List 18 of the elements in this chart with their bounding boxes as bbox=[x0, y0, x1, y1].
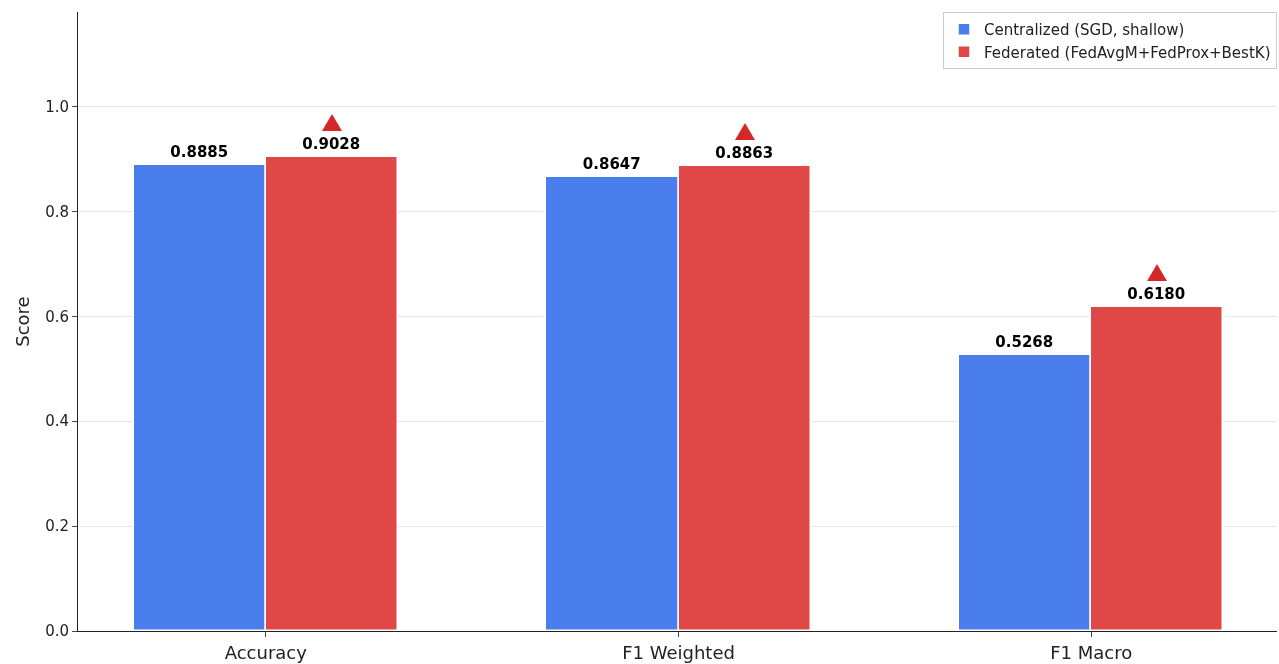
x-tick-label: F1 Macro bbox=[1050, 641, 1133, 663]
y-tick-label: 0.6 bbox=[45, 307, 69, 326]
data-label: 0.9028 bbox=[302, 135, 361, 154]
legend-label: Centralized (SGD, shallow) bbox=[984, 21, 1185, 40]
data-label: 0.5268 bbox=[995, 333, 1054, 352]
y-tick-label: 0.8 bbox=[45, 202, 69, 221]
y-tick-label: 0.4 bbox=[45, 412, 69, 431]
y-tick-label: 1.0 bbox=[45, 97, 69, 116]
legend-label: Federated (FedAvgM+FedProx+BestK) bbox=[984, 43, 1271, 62]
x-tick-label: F1 Weighted bbox=[622, 641, 735, 663]
y-tick-label: 0.0 bbox=[45, 622, 69, 641]
data-label: 0.8885 bbox=[170, 143, 229, 162]
data-label: 0.8863 bbox=[715, 144, 774, 163]
data-label: 0.6180 bbox=[1127, 285, 1186, 304]
x-tick-label: Accuracy bbox=[224, 641, 308, 663]
y-axis-title: Score bbox=[12, 296, 34, 347]
y-tick-label: 0.2 bbox=[45, 517, 69, 536]
data-label: 0.8647 bbox=[582, 155, 641, 174]
